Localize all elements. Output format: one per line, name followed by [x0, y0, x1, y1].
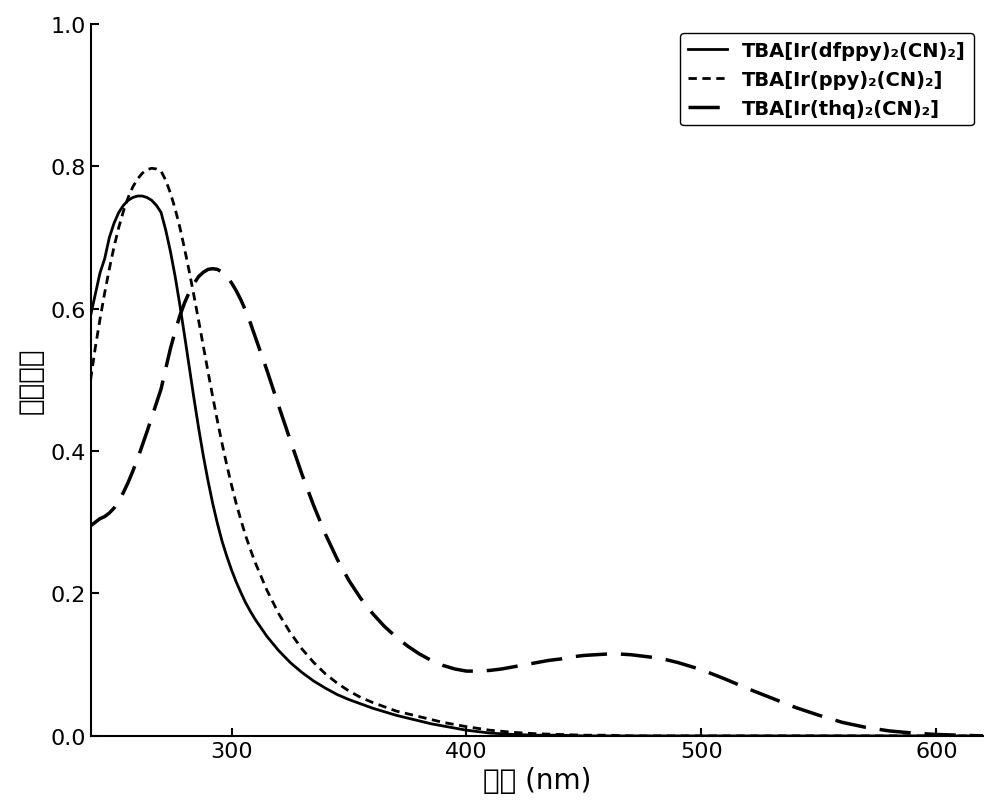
TBA[Ir(ppy)₂(CN)₂]: [625, 732, 637, 741]
TBA[Ir(ppy)₂(CN)₂]: [226, 481, 238, 491]
TBA[Ir(dfppy)₂(CN)₂]: [296, 667, 308, 677]
TBA[Ir(dfppy)₂(CN)₂]: [188, 394, 200, 404]
TBA[Ir(thq)₂(CN)₂]: [85, 521, 97, 531]
TBA[Ir(thq)₂(CN)₂]: [331, 555, 343, 564]
Line: TBA[Ir(dfppy)₂(CN)₂]: TBA[Ir(dfppy)₂(CN)₂]: [91, 197, 983, 736]
TBA[Ir(ppy)₂(CN)₂]: [296, 645, 308, 654]
TBA[Ir(thq)₂(CN)₂]: [94, 514, 106, 524]
TBA[Ir(dfppy)₂(CN)₂]: [132, 192, 144, 202]
TBA[Ir(dfppy)₂(CN)₂]: [127, 193, 139, 203]
TBA[Ir(thq)₂(CN)₂]: [695, 665, 707, 675]
TBA[Ir(ppy)₂(CN)₂]: [977, 732, 989, 741]
TBA[Ir(dfppy)₂(CN)₂]: [226, 565, 238, 575]
Line: TBA[Ir(thq)₂(CN)₂]: TBA[Ir(thq)₂(CN)₂]: [91, 269, 983, 736]
TBA[Ir(dfppy)₂(CN)₂]: [164, 247, 176, 257]
TBA[Ir(ppy)₂(CN)₂]: [648, 732, 660, 741]
TBA[Ir(dfppy)₂(CN)₂]: [977, 732, 989, 741]
TBA[Ir(ppy)₂(CN)₂]: [127, 182, 139, 192]
TBA[Ir(thq)₂(CN)₂]: [207, 264, 219, 274]
Legend: TBA[Ir(dfppy)₂(CN)₂], TBA[Ir(ppy)₂(CN)₂], TBA[Ir(thq)₂(CN)₂]: TBA[Ir(dfppy)₂(CN)₂], TBA[Ir(ppy)₂(CN)₂]…: [680, 34, 974, 127]
X-axis label: 波长 (nm): 波长 (nm): [483, 766, 591, 794]
TBA[Ir(dfppy)₂(CN)₂]: [648, 732, 660, 741]
Y-axis label: 吸收强度: 吸收强度: [17, 347, 45, 414]
TBA[Ir(thq)₂(CN)₂]: [103, 508, 115, 518]
Line: TBA[Ir(ppy)₂(CN)₂]: TBA[Ir(ppy)₂(CN)₂]: [91, 169, 983, 736]
TBA[Ir(ppy)₂(CN)₂]: [164, 189, 176, 199]
TBA[Ir(ppy)₂(CN)₂]: [188, 291, 200, 301]
TBA[Ir(ppy)₂(CN)₂]: [85, 375, 97, 385]
TBA[Ir(thq)₂(CN)₂]: [127, 466, 139, 476]
TBA[Ir(ppy)₂(CN)₂]: [146, 164, 158, 174]
TBA[Ir(thq)₂(CN)₂]: [613, 650, 625, 659]
TBA[Ir(dfppy)₂(CN)₂]: [578, 732, 590, 741]
TBA[Ir(thq)₂(CN)₂]: [977, 732, 989, 741]
TBA[Ir(dfppy)₂(CN)₂]: [85, 311, 97, 321]
